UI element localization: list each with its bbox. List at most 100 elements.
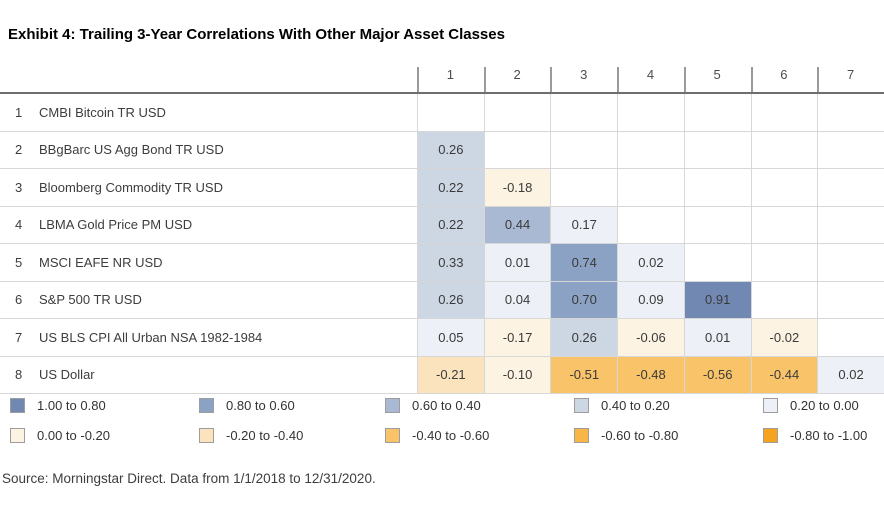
matrix-cell: 0.70 (550, 281, 618, 318)
matrix-cell: -0.10 (483, 356, 551, 393)
legend: 1.00 to 0.80 0.80 to 0.60 0.60 to 0.40 0.40… (0, 397, 884, 457)
legend-swatch-icon (199, 398, 214, 413)
legend-swatch-icon (385, 398, 400, 413)
legend-label: 0.40 to 0.20 (601, 398, 670, 413)
matrix-cell: 0.05 (417, 319, 484, 356)
legend-item: 0.20 to 0.00 (763, 397, 884, 414)
legend-swatch-icon (10, 398, 25, 413)
legend-item: 0.80 to 0.60 (199, 397, 385, 414)
row-number: 7 (15, 329, 23, 345)
table-row: 6 S&P 500 TR USD 0.26 0.04 0.70 0.09 0.91 (0, 281, 884, 319)
row-label: 6 S&P 500 TR USD (0, 282, 417, 319)
column-header-cell: 2 (483, 58, 551, 92)
column-tick-icon (817, 67, 820, 92)
matrix-cell (550, 131, 617, 168)
legend-item: -0.60 to -0.80 (574, 427, 763, 444)
table-row: 1 CMBI Bitcoin TR USD (0, 94, 884, 132)
matrix-cell: 0.26 (550, 319, 618, 356)
row-number: 6 (15, 292, 23, 308)
matrix-cell (617, 206, 684, 243)
legend-item: 0.00 to -0.20 (10, 427, 199, 444)
matrix-cell: 0.22 (417, 169, 484, 206)
column-number: 6 (780, 67, 788, 82)
matrix-cell: 0.91 (683, 281, 751, 318)
matrix-cell: 0.26 (417, 131, 484, 168)
matrix-cell (817, 319, 884, 356)
matrix-cell (683, 244, 751, 281)
column-number: 2 (513, 67, 521, 82)
column-header-cell: 3 (550, 58, 617, 92)
matrix-cell (750, 206, 818, 243)
column-header-cell: 5 (683, 58, 751, 92)
row-number: 2 (15, 142, 23, 158)
matrix-cell: 0.01 (483, 244, 551, 281)
matrix-cell: -0.02 (750, 319, 818, 356)
column-header-cell: 4 (617, 58, 684, 92)
table-row: 7 US BLS CPI All Urban NSA 1982-1984 0.05-… (0, 319, 884, 357)
matrix-cell (817, 169, 884, 206)
row-asset-name: CMBI Bitcoin TR USD (39, 104, 166, 120)
row-asset-name: US BLS CPI All Urban NSA 1982-1984 (39, 329, 263, 345)
matrix-cell (750, 94, 818, 131)
matrix-cell: 0.74 (550, 244, 618, 281)
legend-swatch-icon (574, 428, 589, 443)
header-divider (0, 92, 884, 94)
matrix-cell: -0.17 (483, 319, 551, 356)
legend-label: 0.60 to 0.40 (412, 398, 481, 413)
legend-swatch-icon (10, 428, 25, 443)
legend-item: -0.20 to -0.40 (199, 427, 385, 444)
row-number: 8 (15, 367, 23, 383)
legend-label: 1.00 to 0.80 (37, 398, 106, 413)
matrix-cell: 0.02 (817, 356, 884, 393)
matrix-cell: 0.01 (683, 319, 751, 356)
legend-label: 0.00 to -0.20 (37, 428, 110, 443)
matrix-cell: -0.44 (750, 356, 818, 393)
row-label: 3 Bloomberg Commodity TR USD (0, 169, 417, 206)
row-label: 2 BBgBarc US Agg Bond TR USD (0, 132, 417, 169)
matrix-cell: 0.33 (417, 244, 484, 281)
matrix-cell: 0.02 (617, 244, 684, 281)
matrix-cell (617, 169, 684, 206)
matrix-cell: -0.56 (683, 356, 751, 393)
column-header-cell: 1 (417, 58, 484, 92)
legend-label: -0.40 to -0.60 (412, 428, 490, 443)
row-asset-name: LBMA Gold Price PM USD (39, 217, 193, 233)
column-tick-icon (750, 67, 753, 92)
matrix-cell (817, 94, 884, 131)
legend-swatch-icon (763, 398, 778, 413)
legend-swatch-icon (199, 428, 214, 443)
matrix-cell (417, 94, 484, 131)
matrix-cell (550, 94, 617, 131)
table-row: 4 LBMA Gold Price PM USD 0.22 0.44 0.17 (0, 206, 884, 244)
row-asset-name: S&P 500 TR USD (39, 292, 142, 308)
row-number: 5 (15, 254, 23, 270)
matrix-cell (550, 169, 617, 206)
matrix-cell (817, 206, 884, 243)
column-header-cell: 6 (750, 58, 818, 92)
legend-row: 0.00 to -0.20 -0.20 to -0.40 -0.40 to -0.6… (0, 427, 884, 444)
matrix-cell: -0.51 (550, 356, 618, 393)
table-row: 2 BBgBarc US Agg Bond TR USD 0.26 (0, 131, 884, 169)
matrix-cell (750, 131, 818, 168)
matrix-cell: -0.18 (483, 169, 551, 206)
matrix-cell: 0.26 (417, 281, 484, 318)
matrix-cell: 0.17 (550, 206, 618, 243)
column-tick-icon (417, 67, 419, 92)
matrix-cell (750, 169, 818, 206)
matrix-cell (683, 131, 751, 168)
column-number: 1 (446, 67, 454, 82)
matrix-cell: 0.22 (417, 206, 484, 243)
legend-swatch-icon (385, 428, 400, 443)
matrix-cell: -0.21 (417, 356, 484, 393)
row-asset-name: MSCI EAFE NR USD (39, 254, 163, 270)
matrix-rows: 1 CMBI Bitcoin TR USD 2 BBgBarc US Agg Bond… (0, 94, 884, 394)
legend-row: 1.00 to 0.80 0.80 to 0.60 0.60 to 0.40 0.40… (0, 397, 884, 414)
row-asset-name: US Dollar (39, 367, 95, 383)
row-number: 4 (15, 217, 23, 233)
row-label: 7 US BLS CPI All Urban NSA 1982-1984 (0, 319, 417, 356)
legend-label: 0.20 to 0.00 (790, 398, 859, 413)
table-row: 8 US Dollar -0.21 -0.10 -0.51 -0.48 -0.56 -0.44… (0, 356, 884, 394)
legend-label: -0.60 to -0.80 (601, 428, 679, 443)
row-number: 3 (15, 179, 23, 195)
